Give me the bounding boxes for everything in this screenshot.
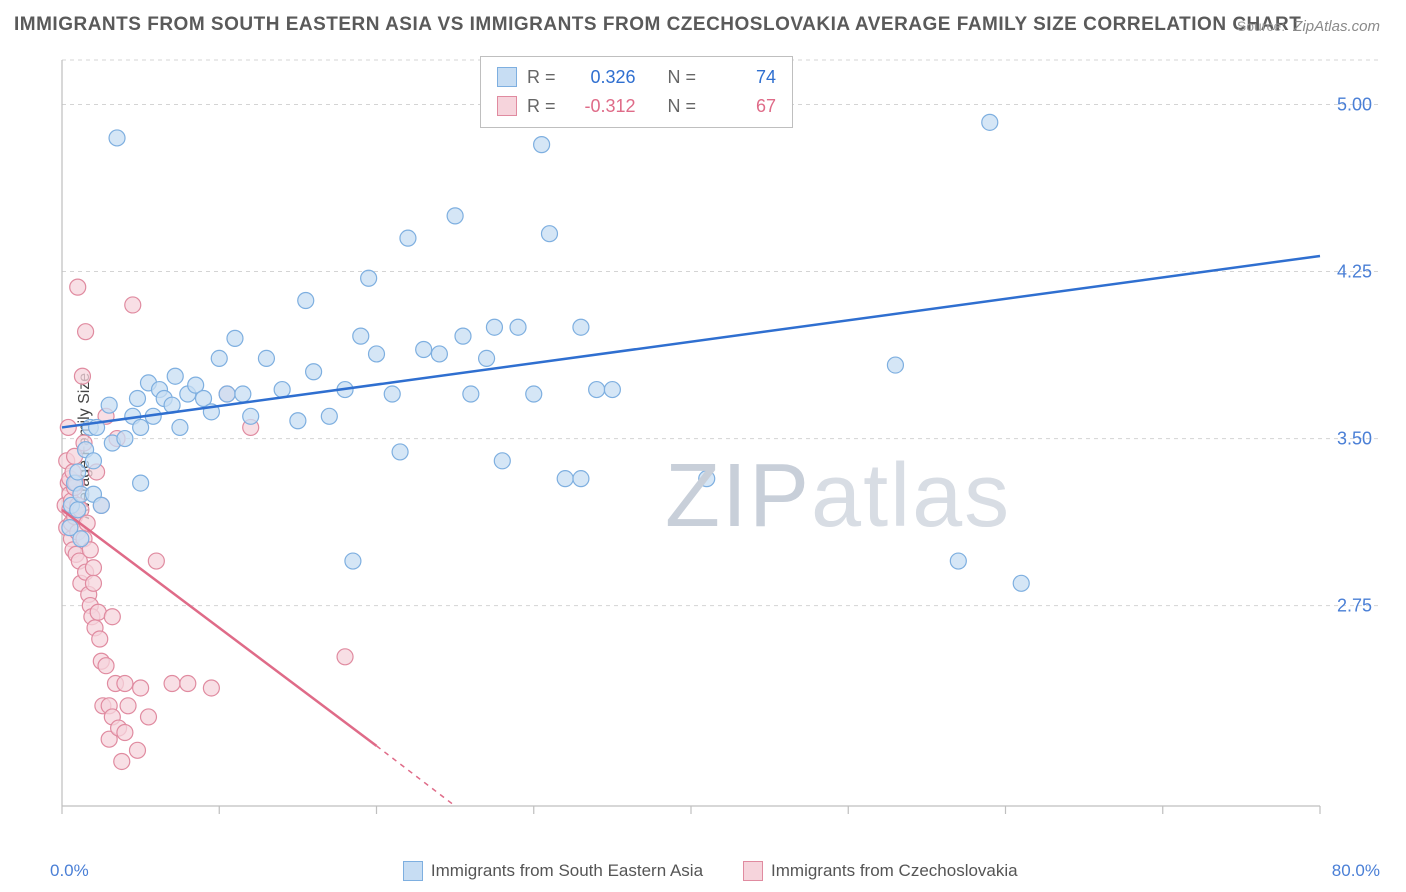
x-axis-min-label: 0.0% [50, 861, 89, 881]
r-label-a: R = [527, 63, 556, 92]
y-tick-label: 4.25 [1337, 261, 1372, 282]
source-value: ZipAtlas.com [1293, 18, 1380, 35]
legend-label-b: Immigrants from Czechoslovakia [771, 861, 1018, 881]
legend: Immigrants from South Eastern Asia Immig… [403, 861, 1018, 881]
source-label: Source: [1237, 18, 1285, 34]
n-value-a: 74 [706, 63, 776, 92]
n-label-a: N = [668, 63, 697, 92]
legend-label-a: Immigrants from South Eastern Asia [431, 861, 703, 881]
y-tick-label: 2.75 [1337, 595, 1372, 616]
chart-plot-area: ZIPatlas R = 0.326 N = 74 R = -0.312 N =… [50, 50, 1380, 842]
n-value-b: 67 [706, 92, 776, 121]
legend-item-series-a: Immigrants from South Eastern Asia [403, 861, 703, 881]
legend-swatch-b [743, 861, 763, 881]
legend-swatch-a [403, 861, 423, 881]
x-axis-max-label: 80.0% [1332, 861, 1380, 881]
swatch-series-a [497, 67, 517, 87]
legend-item-series-b: Immigrants from Czechoslovakia [743, 861, 1018, 881]
r-label-b: R = [527, 92, 556, 121]
stats-row-series-a: R = 0.326 N = 74 [497, 63, 776, 92]
correlation-stats-box: R = 0.326 N = 74 R = -0.312 N = 67 [480, 56, 793, 128]
n-label-b: N = [668, 92, 697, 121]
r-value-b: -0.312 [566, 92, 636, 121]
y-tick-label: 5.00 [1337, 94, 1372, 115]
chart-svg [50, 50, 1380, 842]
x-axis-footer: 0.0% Immigrants from South Eastern Asia … [50, 856, 1380, 886]
r-value-a: 0.326 [566, 63, 636, 92]
stats-row-series-b: R = -0.312 N = 67 [497, 92, 776, 121]
chart-title: IMMIGRANTS FROM SOUTH EASTERN ASIA VS IM… [14, 14, 1301, 36]
y-tick-label: 3.50 [1337, 428, 1372, 449]
source-attribution: Source: ZipAtlas.com [1237, 18, 1380, 35]
swatch-series-b [497, 96, 517, 116]
